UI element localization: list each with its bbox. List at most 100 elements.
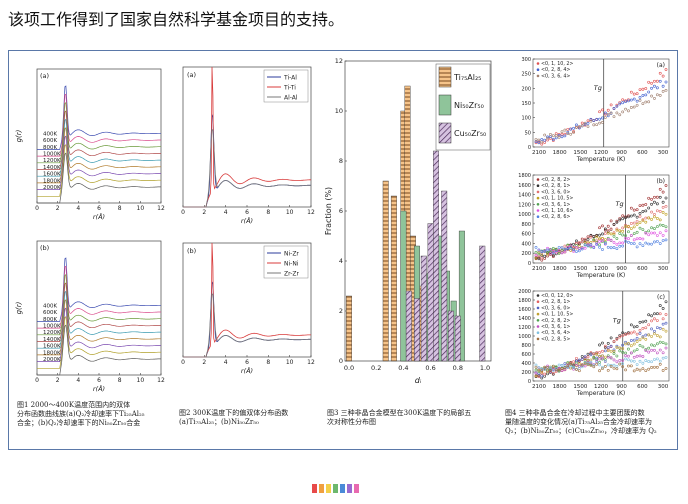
data-point xyxy=(606,108,610,112)
fraction-bar xyxy=(390,195,397,362)
partial-rdf-curve xyxy=(183,293,311,358)
y-tick-label: 1800 xyxy=(518,173,531,179)
data-point xyxy=(577,126,581,130)
data-point xyxy=(635,325,639,328)
data-point xyxy=(601,239,604,242)
data-point xyxy=(580,247,584,251)
fig2-caption-line: (a)Ti₇₅Al₂₅；(b)Ni₅₀Zr₅₀ xyxy=(179,418,259,426)
fraction-bar xyxy=(420,255,427,362)
x-axis-label: Temperature (K) xyxy=(576,272,626,279)
x-tick-label: 2100 xyxy=(532,384,546,390)
data-point xyxy=(566,127,570,131)
x-tick-label: 12 xyxy=(157,377,165,384)
rdf-curve xyxy=(37,93,161,157)
data-point xyxy=(655,326,659,329)
data-point xyxy=(653,358,656,361)
data-point xyxy=(589,243,593,246)
x-tick-label: 2 xyxy=(202,209,206,216)
data-point xyxy=(655,234,659,237)
data-point xyxy=(546,248,549,252)
data-point xyxy=(563,134,567,138)
data-point xyxy=(557,250,561,254)
data-point xyxy=(606,231,610,235)
legend-box xyxy=(435,63,491,151)
data-point xyxy=(540,369,544,373)
data-point xyxy=(661,224,665,227)
data-point xyxy=(583,122,587,126)
rdf-curve xyxy=(37,118,161,177)
strip-block xyxy=(347,484,352,493)
y-tick-label: 1600 xyxy=(518,307,531,313)
data-point xyxy=(655,319,659,322)
data-point xyxy=(551,139,555,142)
data-point xyxy=(658,71,662,75)
legend-marker xyxy=(536,325,540,328)
data-point xyxy=(615,103,619,107)
data-point xyxy=(586,359,590,362)
x-tick-label: 10 xyxy=(137,205,145,212)
data-point xyxy=(621,214,625,218)
y-axis-label: Fraction (%) xyxy=(324,187,333,235)
data-point xyxy=(661,341,665,345)
data-point xyxy=(609,356,613,360)
data-point xyxy=(546,136,549,140)
data-point xyxy=(537,252,541,256)
x-tick-label: 4 xyxy=(224,209,228,216)
data-point xyxy=(638,96,642,99)
fig1b-rdf-plot: (b) g(r) r(Å) 0 2 4 6 8 10 12 400K600K800K1000K120… xyxy=(15,240,165,393)
data-point xyxy=(621,365,625,369)
x-tick-label: 0.6 xyxy=(425,364,435,372)
data-point xyxy=(572,247,575,250)
data-point xyxy=(661,307,665,310)
data-point xyxy=(560,367,564,370)
data-point xyxy=(641,335,645,339)
data-point xyxy=(664,355,668,359)
data-point xyxy=(638,354,642,358)
data-point xyxy=(603,238,607,242)
legend-label: <0, 2, 8, 4> xyxy=(541,67,570,73)
data-point xyxy=(615,104,619,108)
data-point xyxy=(554,366,558,370)
data-point xyxy=(537,368,541,372)
data-point xyxy=(563,244,567,248)
data-point xyxy=(601,116,604,120)
temperature-label: 1000K xyxy=(43,152,61,158)
data-point xyxy=(621,98,625,102)
rdf-curve xyxy=(37,85,161,150)
x-tick-label: 1800 xyxy=(553,384,567,390)
data-point xyxy=(647,367,651,371)
data-point xyxy=(609,111,613,115)
data-point xyxy=(618,244,622,248)
x-tick-label: 0 xyxy=(181,209,185,216)
legend-label: <0, 0, 12, 0> xyxy=(541,293,573,299)
data-point xyxy=(603,240,607,244)
data-point xyxy=(577,358,581,362)
data-point xyxy=(653,97,656,100)
x-tick-label: 4 xyxy=(76,377,80,384)
data-point xyxy=(595,362,599,366)
data-point xyxy=(664,80,668,84)
data-point xyxy=(647,80,651,84)
data-point xyxy=(586,119,590,123)
data-point xyxy=(534,365,538,369)
data-point xyxy=(650,334,653,338)
legend-label: <0, 2, 8, 1> xyxy=(541,299,570,305)
data-point xyxy=(537,138,541,142)
y-tick-label: 200 xyxy=(521,370,531,376)
data-point xyxy=(644,337,648,341)
x-tick-label: 4 xyxy=(224,359,228,366)
data-point xyxy=(580,121,584,125)
data-point xyxy=(615,346,619,349)
data-point xyxy=(641,244,645,247)
x-tick-label: 900 xyxy=(616,266,627,272)
data-point xyxy=(537,370,541,374)
data-point xyxy=(627,214,630,218)
data-point xyxy=(658,187,662,191)
y-tick-label: 150 xyxy=(521,101,531,107)
data-point xyxy=(557,249,561,253)
data-point xyxy=(580,363,584,367)
legend-marker xyxy=(536,178,540,181)
legend-label: <0, 3, 6, 1> xyxy=(541,202,570,208)
x-axis-label: r(Å) xyxy=(93,212,105,221)
data-point xyxy=(644,333,648,337)
